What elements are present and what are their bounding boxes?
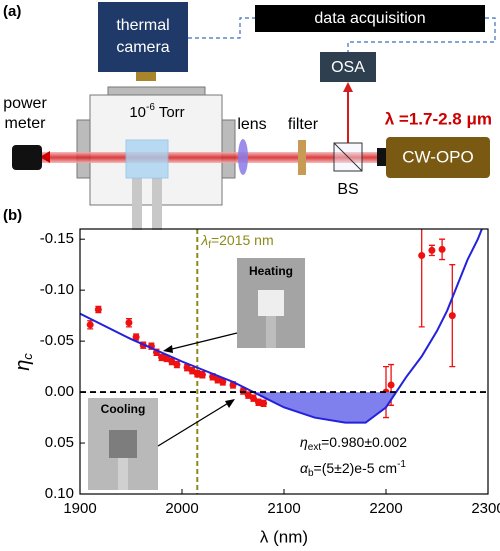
data-point	[173, 361, 181, 369]
filter-label: filter	[288, 116, 319, 133]
data-point	[249, 394, 257, 402]
pressure-label: 10-6 Torr	[129, 102, 184, 121]
x-axis-label: λ (nm)	[260, 527, 308, 546]
annotation: ηext=0.980±0.002	[300, 434, 407, 453]
laser-label: CW-OPO	[402, 147, 473, 166]
data-point	[418, 252, 426, 259]
power-meter-label: power	[3, 95, 47, 112]
data-point	[188, 367, 196, 375]
bs-label: BS	[337, 181, 358, 198]
inset-label: Cooling	[101, 402, 146, 416]
osa-box	[320, 52, 376, 82]
arrow-head	[225, 399, 235, 408]
y-tick-label: 0.05	[45, 434, 74, 451]
power-meter-label: meter	[5, 115, 47, 132]
data-point	[428, 246, 436, 254]
cooling-inset	[88, 398, 158, 490]
y-tick-label: -0.05	[40, 332, 74, 349]
symbol: α	[300, 460, 309, 476]
inset-label: Heating	[249, 264, 293, 278]
camera-label: camera	[116, 39, 169, 56]
panel-label: (b)	[3, 207, 22, 224]
plot: 1900 2000 2100 2200 2300 -0.15 -0.10 -0.05 0.00 0…	[40, 228, 500, 517]
y-tick-label: 0.00	[45, 383, 74, 400]
data-point	[132, 333, 140, 341]
data-point	[163, 354, 171, 362]
daq-label: data acquisition	[314, 10, 425, 27]
data-point	[198, 371, 206, 379]
arrow-head	[163, 345, 173, 353]
text: =(5±2)e-5 cm	[314, 460, 398, 476]
x-tick-label: 1900	[63, 500, 96, 517]
cooling-area	[80, 392, 484, 423]
subscript: ext	[308, 442, 322, 453]
symbol: λ	[200, 232, 208, 248]
flange	[107, 86, 206, 96]
y-tick-label: -0.15	[40, 230, 74, 247]
data-point	[387, 381, 395, 389]
x-tick-label: 2100	[267, 500, 300, 517]
daq-box	[255, 5, 485, 32]
beam-arrow	[343, 82, 353, 92]
panel-label: (a)	[3, 3, 21, 20]
subscript: f	[208, 240, 211, 251]
text: =2015 nm	[211, 232, 274, 248]
heating-inset	[237, 258, 305, 348]
x-tick-label: 2200	[369, 500, 402, 517]
data-point	[94, 306, 102, 314]
sample-leg	[152, 178, 162, 230]
data-point	[125, 319, 133, 327]
data-point	[244, 391, 252, 399]
data-point	[183, 364, 191, 372]
data-point	[219, 378, 227, 386]
data-point	[438, 245, 446, 253]
y-tick-label: 0.10	[45, 485, 74, 502]
laser-port	[377, 148, 386, 166]
y-axis-label: ηc	[12, 353, 35, 371]
power-meter	[12, 145, 42, 170]
subscript: b	[308, 468, 314, 479]
filter	[298, 140, 306, 175]
sample-leg	[132, 178, 142, 230]
data-point	[448, 312, 456, 320]
y-tick-label: -0.10	[40, 281, 74, 298]
wavelength-label: λ =1.7-2.8 μm	[385, 109, 492, 128]
laser	[386, 137, 490, 178]
camera-lens	[136, 72, 156, 81]
osa-label: OSA	[331, 59, 365, 76]
flange	[221, 119, 236, 179]
lens	[238, 139, 248, 175]
superscript: -1	[397, 459, 406, 470]
data-point	[168, 358, 176, 365]
lens-label: lens	[237, 116, 266, 133]
beam-splitter-diagonal	[333, 142, 363, 172]
camera-label: thermal	[116, 17, 169, 34]
beam-arrow	[40, 151, 50, 163]
text: =0.980±0.002	[321, 434, 407, 450]
laser-beam	[40, 152, 385, 163]
fit-line	[80, 229, 483, 424]
arrows	[157, 332, 238, 447]
data-point	[260, 399, 268, 407]
annotation: λf=2015 nm	[200, 232, 273, 251]
signal-lines	[188, 17, 496, 52]
plot-area	[80, 229, 488, 494]
flange	[76, 119, 91, 179]
data-point	[86, 321, 94, 329]
x-tick-label: 2300	[471, 500, 500, 517]
sample	[125, 139, 169, 179]
x-tick-label: 2000	[165, 500, 198, 517]
thermal-camera	[98, 2, 188, 72]
plot-frame	[79, 228, 489, 495]
annotation: αb=(5±2)e-5 cm-1	[300, 459, 406, 479]
symbol: η	[300, 434, 308, 450]
